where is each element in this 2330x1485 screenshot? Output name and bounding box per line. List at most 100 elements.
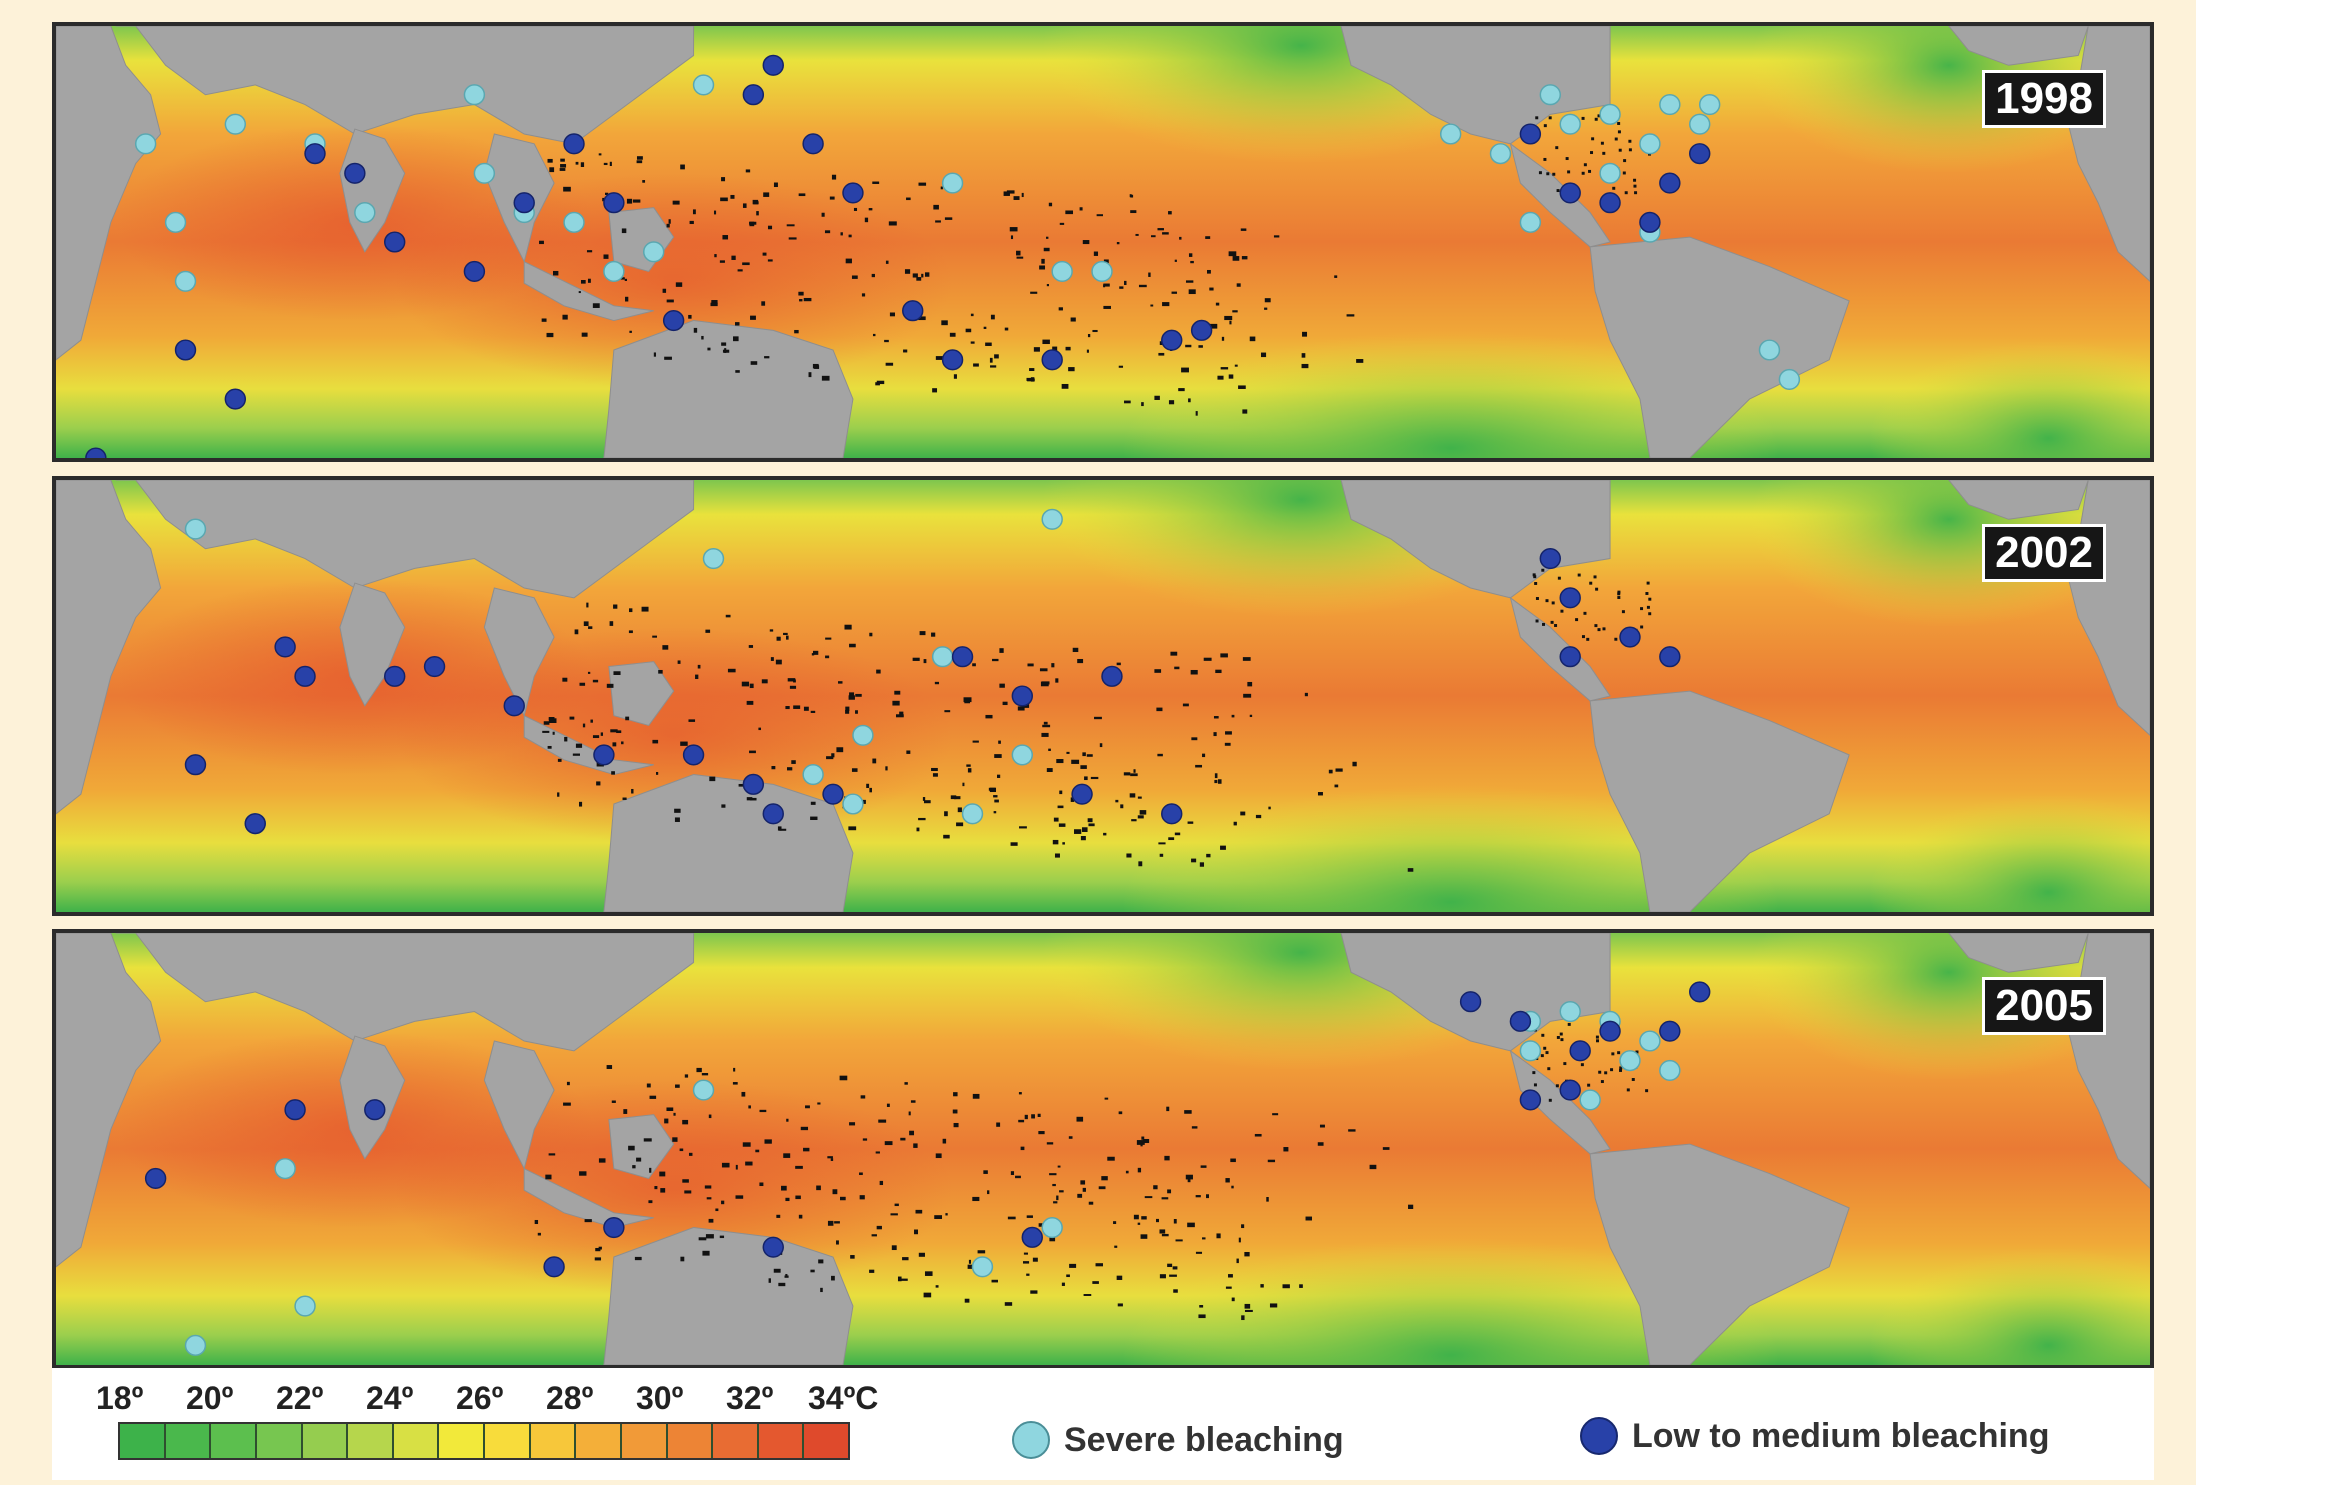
reef-speck <box>586 602 589 608</box>
reef-speck <box>897 1276 902 1282</box>
reef-speck <box>709 776 716 782</box>
reef-speck <box>872 333 876 337</box>
reef-speck <box>735 322 740 326</box>
reef-speck <box>1220 653 1228 658</box>
reef-speck <box>702 1250 710 1256</box>
reef-speck <box>1023 1252 1028 1255</box>
reef-speck <box>611 771 615 775</box>
reef-speck <box>660 1188 666 1193</box>
severe-bleaching-dot <box>1659 1059 1681 1082</box>
low-medium-bleaching-dot <box>1559 587 1581 609</box>
reef-speck <box>786 635 789 640</box>
reef-speck <box>1264 298 1271 303</box>
reef-speck <box>845 710 850 714</box>
reef-speck <box>932 773 938 777</box>
map-panel-2005: 2005 <box>52 929 2154 1369</box>
reef-speck <box>1159 853 1164 857</box>
reef-speck <box>672 200 680 205</box>
reef-speck <box>560 164 567 168</box>
reef-speck <box>1161 1233 1169 1237</box>
reef-speck <box>1600 141 1604 145</box>
reef-speck <box>1004 1302 1013 1306</box>
low-medium-bleaching-dot <box>1689 981 1711 1003</box>
reef-speck <box>1092 1281 1099 1284</box>
reef-speck <box>721 342 727 346</box>
reef-speck <box>798 1214 803 1219</box>
reef-speck <box>904 269 911 274</box>
reef-speck <box>721 804 726 808</box>
reef-speck <box>1301 363 1309 369</box>
reef-speck <box>738 783 744 787</box>
landmass <box>1340 26 1611 145</box>
reef-speck <box>1066 1274 1070 1278</box>
reef-speck <box>1563 1062 1567 1066</box>
reef-speck <box>1096 214 1103 217</box>
severe-bleaching-dot <box>134 133 157 155</box>
reef-speck <box>1634 191 1638 195</box>
reef-speck <box>901 1278 908 1281</box>
severe-bleaching-dot <box>1619 1050 1641 1072</box>
reef-speck <box>1188 289 1196 295</box>
reef-speck <box>972 1196 980 1202</box>
reef-speck <box>653 352 657 357</box>
reef-speck <box>730 194 735 199</box>
reef-speck <box>1099 743 1103 748</box>
reef-speck <box>666 1107 674 1112</box>
landmass <box>339 128 406 253</box>
reef-speck <box>1115 799 1119 803</box>
reef-speck <box>1238 1237 1241 1243</box>
cool-water-patch <box>1749 480 2148 628</box>
reef-speck <box>848 234 852 238</box>
reef-speck <box>574 629 579 635</box>
reef-speck <box>1249 336 1256 342</box>
reef-speck <box>680 1256 685 1262</box>
reef-speck <box>1030 291 1038 294</box>
severe-bleaching-dot <box>643 241 665 263</box>
landmass <box>603 774 854 912</box>
reef-speck <box>1159 1229 1166 1234</box>
reef-speck <box>1551 601 1555 605</box>
reef-speck <box>1228 374 1234 379</box>
reef-speck <box>1567 1022 1571 1026</box>
reef-speck <box>1596 1039 1600 1043</box>
cool-water-patch <box>1869 1247 2150 1365</box>
low-medium-bleaching-dot <box>593 744 615 766</box>
reef-speck <box>992 658 999 662</box>
colorbar-swatch <box>302 1424 349 1458</box>
reef-speck <box>950 795 957 800</box>
reef-speck <box>673 1112 676 1116</box>
reef-speck <box>1356 359 1364 363</box>
colorbar-swatch <box>211 1424 257 1458</box>
reef-speck <box>1156 707 1163 712</box>
reef-speck <box>1046 1142 1054 1145</box>
reef-speck <box>609 621 614 626</box>
low-medium-bleaching-dot <box>423 655 446 678</box>
colorbar-tick: 30º <box>636 1380 684 1416</box>
reef-speck <box>1178 388 1185 392</box>
reef-speck <box>871 1234 877 1237</box>
reef-speck <box>675 1084 680 1088</box>
reef-speck <box>1135 233 1139 236</box>
reef-speck <box>586 250 593 253</box>
reef-speck <box>629 330 632 333</box>
reef-speck <box>1535 619 1539 623</box>
reef-speck <box>1087 333 1091 338</box>
reef-speck <box>579 801 583 807</box>
severe-bleaching-dot <box>1639 1030 1661 1052</box>
reef-speck <box>1153 1185 1158 1190</box>
reef-speck <box>1554 624 1558 627</box>
reef-speck <box>733 1067 736 1072</box>
reef-speck <box>1123 772 1131 776</box>
reef-speck <box>1019 826 1027 829</box>
reef-speck <box>830 1158 834 1161</box>
landmass <box>115 933 695 1052</box>
colorbar-swatch <box>348 1424 394 1458</box>
reef-speck <box>1116 1275 1123 1280</box>
landmass <box>1589 236 1850 458</box>
reef-speck <box>1059 222 1065 225</box>
reef-speck <box>1061 383 1069 389</box>
reef-speck <box>684 1074 689 1078</box>
reef-speck <box>1618 148 1622 152</box>
reef-speck <box>872 181 880 184</box>
reef-speck <box>779 828 787 831</box>
